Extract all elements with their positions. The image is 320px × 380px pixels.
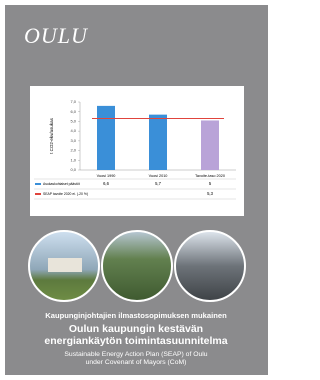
bar [97,106,115,170]
cover: OULU t CO2-ekv/asukas 0,0 1,0 2,0 3,0 4,0 5,0 6… [0,0,273,380]
y-tick-label: 7,0 [70,99,76,104]
logo: OULU [24,23,89,48]
title-line: Oulun kaupungin kestävän [69,323,203,335]
legend-label: Asukaskohtaiset päästöt [43,182,80,186]
title-line: energiankäytön toimintasuunnitelma [44,335,227,347]
legend-label: SEAP tavoite 2020 ei. (-20 %) [43,192,88,196]
legend-swatch [35,183,41,185]
bar [149,115,167,170]
english-line: under Covenant of Mayors (CoM) [86,359,187,366]
y-tick-label: 3,0 [70,138,76,143]
x-tick-label: Vuosi 1990 [97,174,116,178]
y-tick-label: 6,0 [70,109,76,114]
subtitle: Kaupunginjohtajien ilmastosopimuksen muk… [45,311,227,320]
x-tick-label: Vuosi 2010 [149,174,168,178]
legend-swatch [35,193,41,195]
bar [201,120,219,170]
y-tick-label: 1,0 [70,157,76,162]
y-tick-label: 0,0 [70,167,76,172]
y-tick-label: 4,0 [70,128,76,133]
value-label: 6,6 [103,181,109,186]
photo-aerial [102,231,172,301]
english-line: Sustainable Energy Action Plan (SEAP) of… [64,351,207,358]
x-tick-label: Tavoite-taso 2020 [195,174,225,178]
photo-detail [48,258,82,272]
y-tick-label: 2,0 [70,148,76,153]
value-label: 5,3 [207,191,213,196]
value-label: 5,7 [155,181,161,186]
y-axis-label: t CO2-ekv/asukas [49,117,54,154]
y-tick-label: 5,0 [70,118,76,123]
photo-street [175,231,245,301]
